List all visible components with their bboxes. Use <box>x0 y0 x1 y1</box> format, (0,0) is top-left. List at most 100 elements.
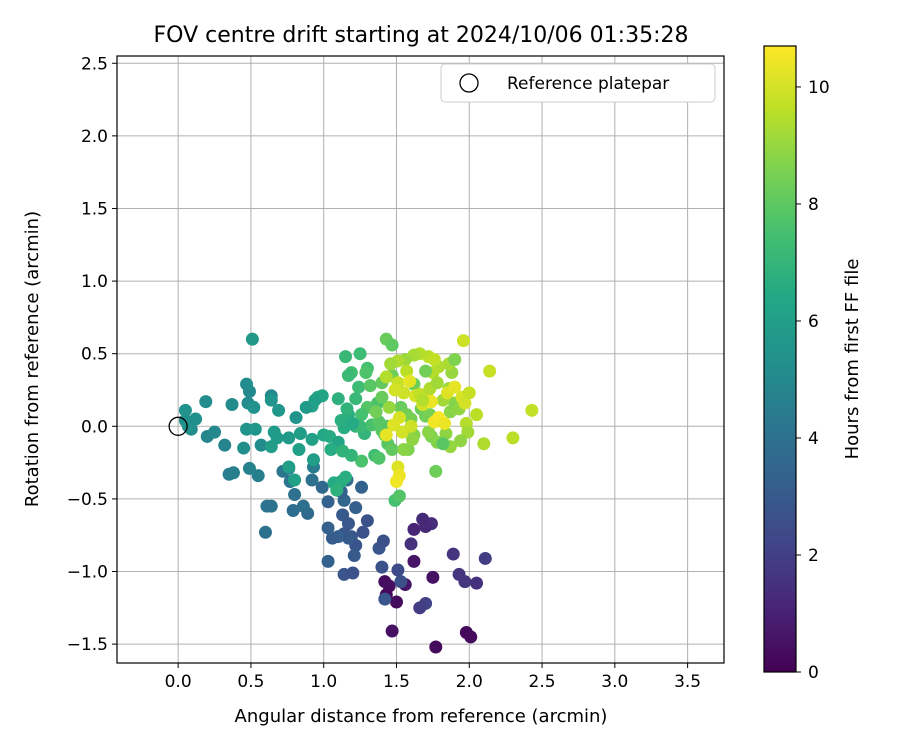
scatter-point <box>331 392 345 406</box>
scatter-point <box>384 357 398 371</box>
scatter-points <box>178 332 539 654</box>
scatter-point <box>321 554 335 568</box>
scatter-point <box>334 413 348 427</box>
scatter-point <box>379 428 393 442</box>
scatter-point <box>388 383 402 397</box>
scatter-point <box>405 432 419 446</box>
y-tick-label: 1.0 <box>81 272 108 292</box>
scatter-point <box>360 514 374 528</box>
scatter-point <box>292 443 306 457</box>
y-axis-ticks: −1.5 −1.0 −0.5 0.0 0.5 1.0 1.5 2.0 2.5 <box>67 54 117 655</box>
scatter-point <box>325 531 339 545</box>
scatter-point <box>416 393 430 407</box>
scatter-point <box>347 549 361 563</box>
legend-marker <box>459 73 479 93</box>
scatter-point <box>293 427 307 441</box>
scatter-point <box>324 443 338 457</box>
colorbar-tick-label: 0 <box>808 663 819 683</box>
scatter-point <box>270 431 284 445</box>
scatter-point <box>308 393 322 407</box>
scatter-point <box>430 376 444 390</box>
scatter-point <box>321 521 335 535</box>
legend-label: Reference platepar <box>507 74 669 94</box>
scatter-point <box>264 499 278 513</box>
scatter-point <box>296 499 310 513</box>
scatter-point <box>392 489 406 503</box>
scatter-point <box>385 338 399 352</box>
scatter-point <box>178 403 192 417</box>
scatter-point <box>478 551 492 565</box>
scatter-point <box>448 380 462 394</box>
scatter-point <box>299 400 313 414</box>
scatter-point <box>470 576 484 590</box>
scatter-point <box>372 451 386 465</box>
x-tick-label: 2.0 <box>456 672 483 692</box>
scatter-point <box>237 441 251 455</box>
x-tick-label: 2.5 <box>529 672 556 692</box>
scatter-point <box>389 474 403 488</box>
scatter-point <box>407 554 421 568</box>
reference-platepar-marker <box>168 416 188 436</box>
scatter-point <box>464 630 478 644</box>
y-tick-label: 2.5 <box>81 54 108 74</box>
scatter-point <box>372 415 386 429</box>
scatter-point <box>341 517 355 531</box>
scatter-point <box>251 469 265 483</box>
scatter-point <box>397 443 411 457</box>
scatter-point <box>363 379 377 393</box>
scatter-point <box>349 392 363 406</box>
scatter-point <box>355 408 369 422</box>
x-tick-label: 1.5 <box>383 672 410 692</box>
scatter-point <box>226 466 240 480</box>
colorbar-tick-label: 10 <box>808 78 830 98</box>
scatter-point <box>429 640 443 654</box>
scatter-point <box>403 374 417 388</box>
scatter-point <box>245 332 259 346</box>
x-tick-label: 3.5 <box>674 672 701 692</box>
y-tick-label: −1.0 <box>67 563 108 583</box>
scatter-point <box>282 460 296 474</box>
scatter-point <box>315 480 329 494</box>
scatter-point <box>438 416 452 430</box>
scatter-point <box>341 368 355 382</box>
scatter-point <box>454 434 468 448</box>
scatter-point <box>477 437 491 451</box>
x-tick-label: 0.0 <box>165 672 192 692</box>
scatter-point <box>339 350 353 364</box>
scatter-point <box>400 364 414 378</box>
scatter-point <box>288 473 302 487</box>
legend: Reference platepar <box>440 63 716 103</box>
scatter-point <box>225 398 239 412</box>
colorbar-label: Hours from first FF file <box>842 259 863 460</box>
scatter-point <box>470 408 484 422</box>
scatter-point <box>382 400 396 414</box>
scatter-point <box>349 501 363 515</box>
scatter-point <box>282 431 296 445</box>
scatter-point <box>189 412 203 426</box>
scatter-point <box>506 431 520 445</box>
scatter-point <box>369 405 383 419</box>
scatter-point <box>379 370 393 384</box>
scatter-point <box>413 601 427 615</box>
scatter-point <box>429 464 443 478</box>
scatter-point <box>355 480 369 494</box>
y-tick-label: 0.0 <box>81 417 108 437</box>
scatter-point <box>389 595 403 609</box>
scatter-point <box>359 366 373 380</box>
scatter-point <box>407 522 421 536</box>
scatter-point <box>439 427 453 441</box>
scatter-point <box>446 547 460 561</box>
colorbar-tick-label: 8 <box>808 195 819 215</box>
scatter-point <box>346 416 360 430</box>
scatter-point <box>385 624 399 638</box>
scatter-point <box>307 453 321 467</box>
x-axis-label: Angular distance from reference (arcmin) <box>235 706 608 727</box>
scatter-point <box>264 393 278 407</box>
scatter-point <box>286 504 300 518</box>
scatter-point <box>376 534 390 548</box>
scatter-point <box>254 438 268 452</box>
scatter-point <box>352 380 366 394</box>
scatter-point <box>242 461 256 475</box>
colorbar-tick-label: 4 <box>808 429 819 449</box>
